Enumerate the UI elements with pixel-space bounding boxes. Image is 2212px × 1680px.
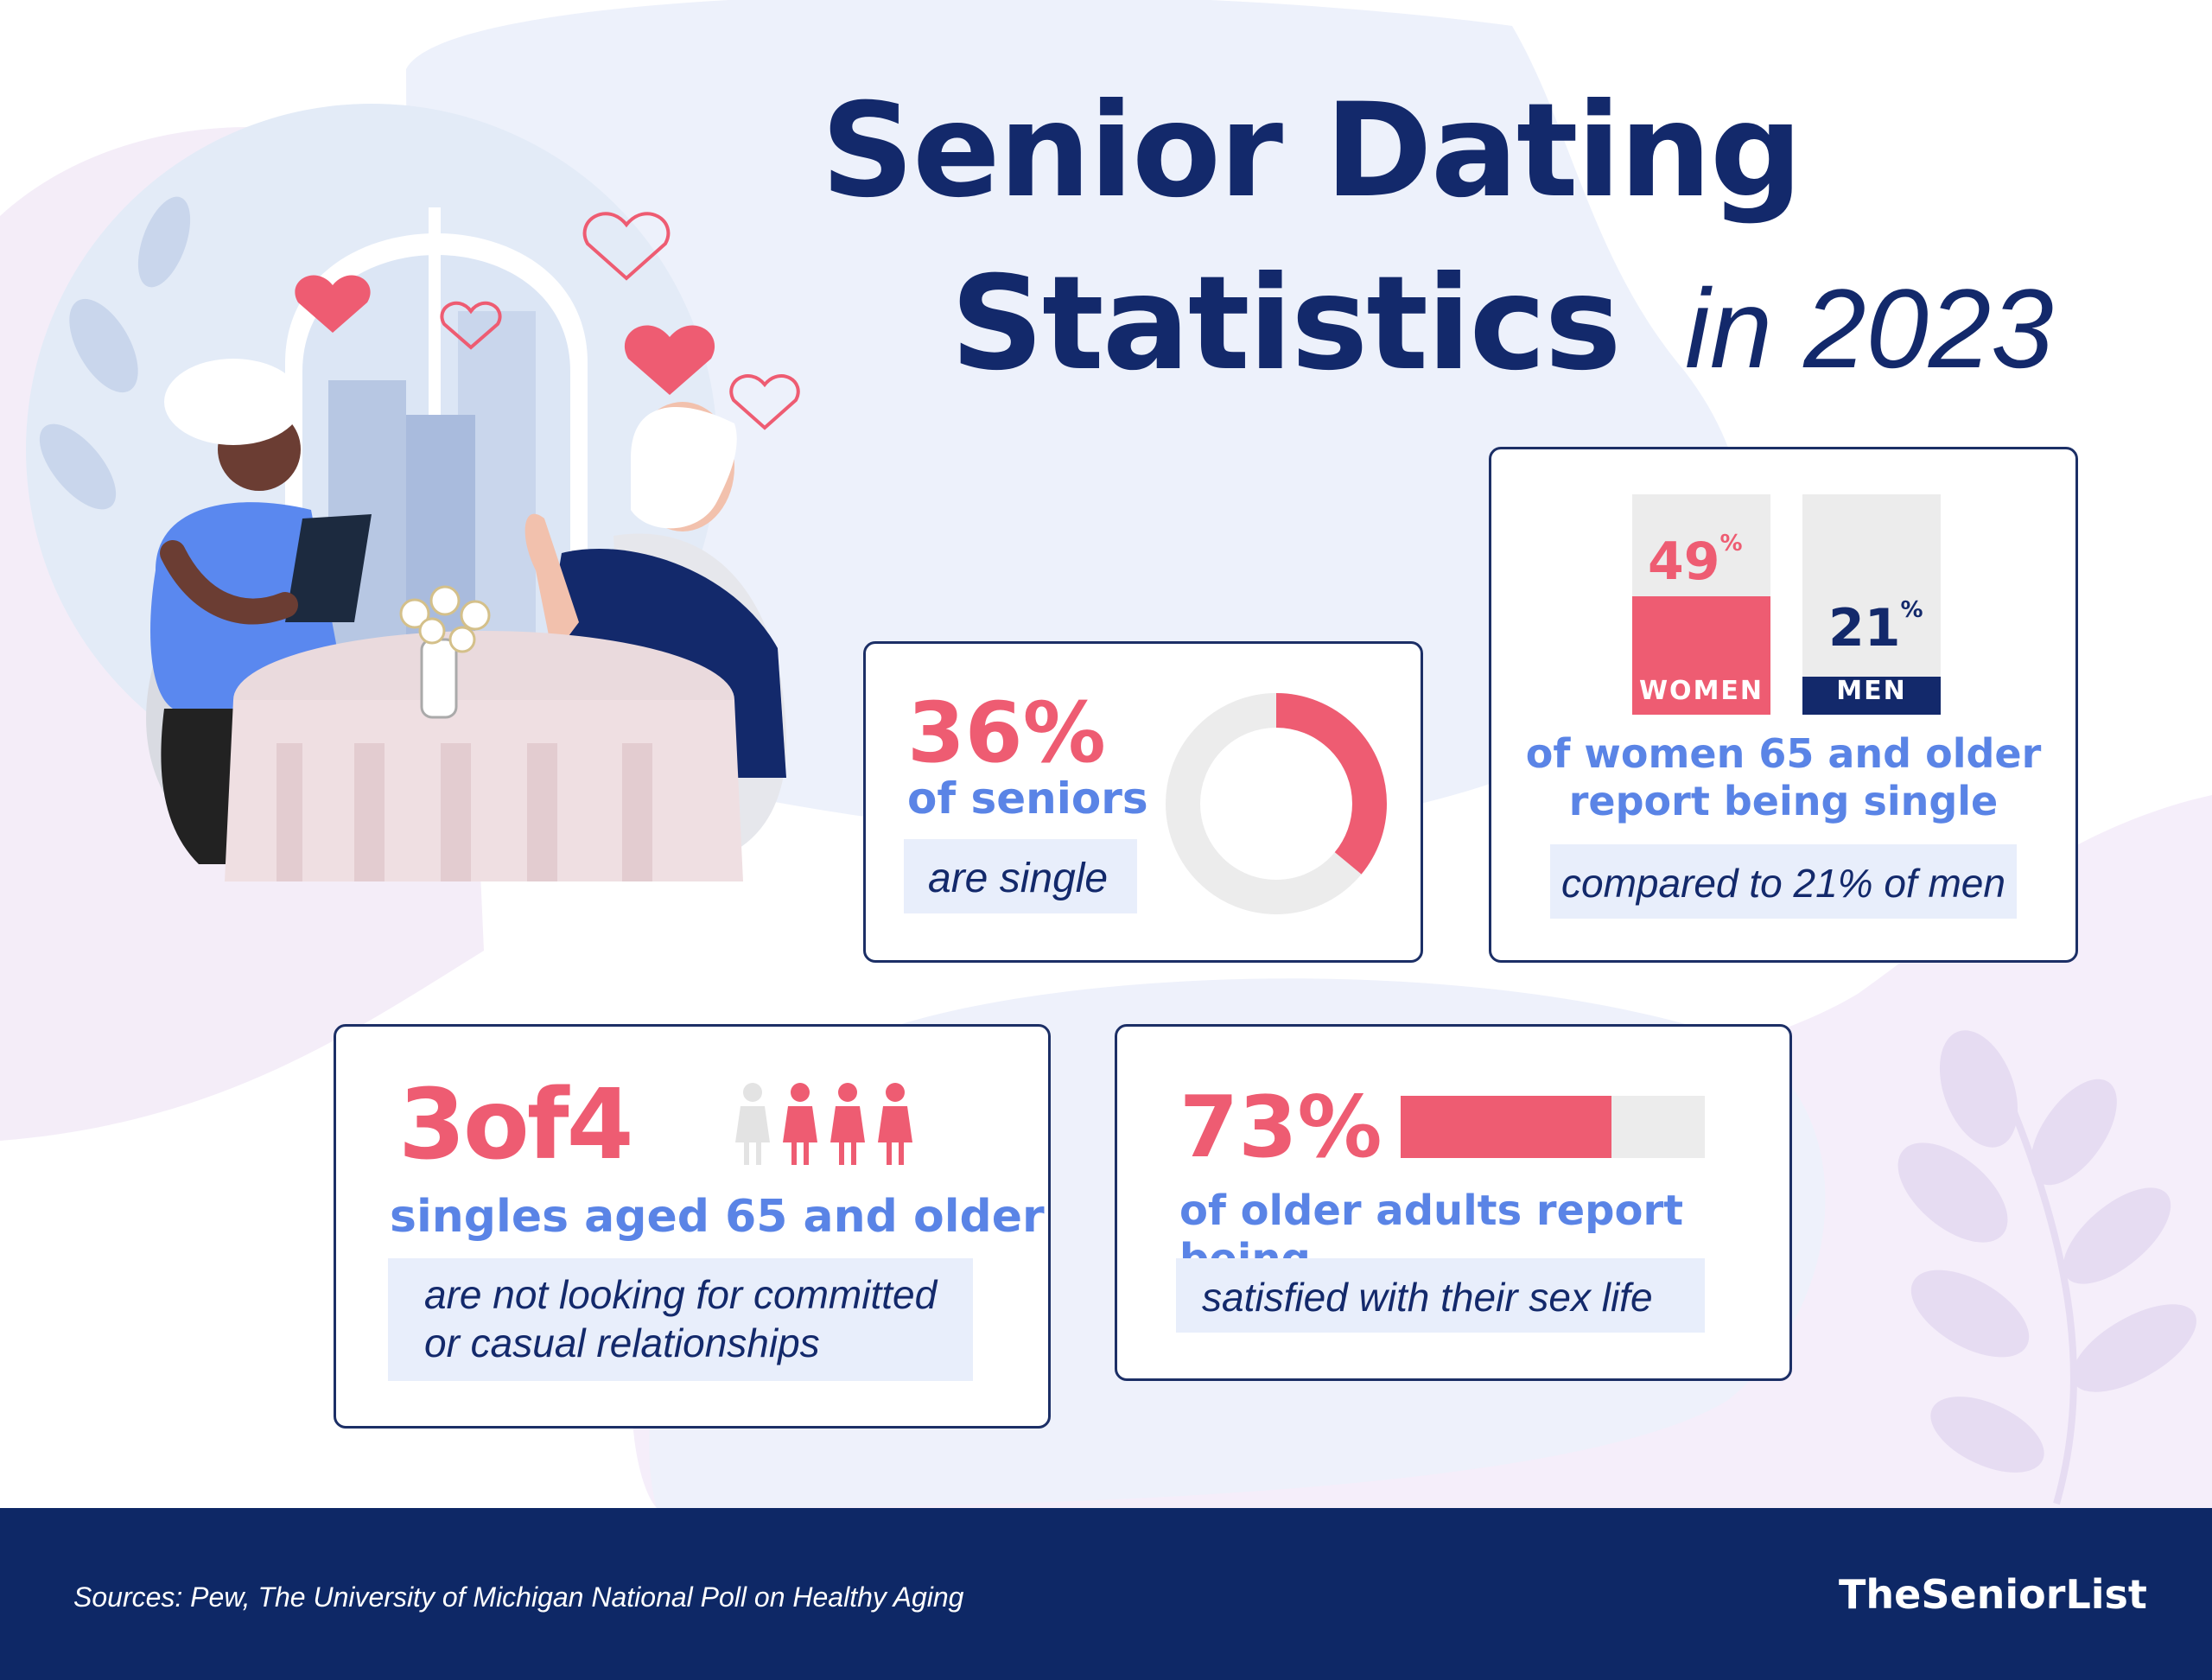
stat-card-women-men: 49% WOMEN 21% MEN of women 65 and older … <box>1489 447 2078 963</box>
stat-card-singles: 3of4 singles aged 65 and older are not l… <box>334 1024 1051 1429</box>
hearts-decoration <box>295 212 800 430</box>
women-unit: % <box>1719 531 1743 557</box>
singles-value: 3of4 <box>398 1069 634 1181</box>
women-label: WOMEN <box>1638 676 1764 706</box>
men-value-wrap: 21% <box>1828 599 1923 654</box>
donut-chart <box>1166 693 1387 914</box>
men-bar-track: 21% MEN <box>1802 494 1941 715</box>
stat-pill: are single <box>904 839 1137 913</box>
singles-pill-line-1: are not looking for committed <box>424 1272 938 1317</box>
singles-pill-line-2: or casual relationships <box>424 1320 820 1365</box>
footer-sources: Sources: Pew, The University of Michigan… <box>73 1581 964 1613</box>
stat-label: of seniors <box>907 773 1148 824</box>
title-line-2: Statistics <box>950 249 1622 399</box>
women-men-text-2: report being single <box>1568 778 1999 824</box>
title-line-1: Senior Dating <box>821 76 1802 226</box>
women-bar-fill <box>1632 595 1770 715</box>
women-men-pill: compared to 21% of men <box>1550 844 2017 919</box>
title-year: in 2023 <box>1685 265 2054 391</box>
satisfied-value: 73% <box>1179 1079 1382 1177</box>
satisfied-pill: satisfied with their sex life <box>1176 1258 1705 1333</box>
stat-card-satisfied: 73% of older adults report being satisfi… <box>1115 1024 1792 1381</box>
person-icon <box>878 1083 912 1165</box>
men-bar-fill <box>1802 677 1941 715</box>
footer-brand-logo: TheSeniorList <box>1839 1571 2147 1618</box>
women-value-wrap: 49% <box>1648 532 1743 588</box>
stat-card-single-seniors: 36% of seniors are single <box>863 641 1423 963</box>
singles-pill: are not looking for committed or casual … <box>388 1258 973 1381</box>
leaf-branch-decoration <box>1897 1030 2196 1505</box>
satisfied-bar-track <box>1401 1096 1705 1158</box>
footer-bar <box>0 1508 2212 1680</box>
person-icon <box>830 1083 865 1165</box>
women-bar-track: 49% WOMEN <box>1632 494 1770 715</box>
men-value: 21 <box>1828 598 1901 659</box>
donut-arc <box>1166 693 1387 914</box>
person-icon <box>735 1083 770 1165</box>
men-label: MEN <box>1836 676 1907 706</box>
stat-value: 36% <box>907 684 1106 781</box>
person-icon <box>783 1083 817 1165</box>
women-men-text-1: of women 65 and older <box>1525 730 2042 777</box>
people-icons <box>735 1083 912 1165</box>
women-value: 49 <box>1648 531 1720 592</box>
couple-dating-illustration <box>26 104 800 881</box>
satisfied-bar-fill <box>1401 1096 1612 1158</box>
singles-label: singles aged 65 and older <box>390 1191 1045 1243</box>
men-unit: % <box>1900 597 1923 623</box>
